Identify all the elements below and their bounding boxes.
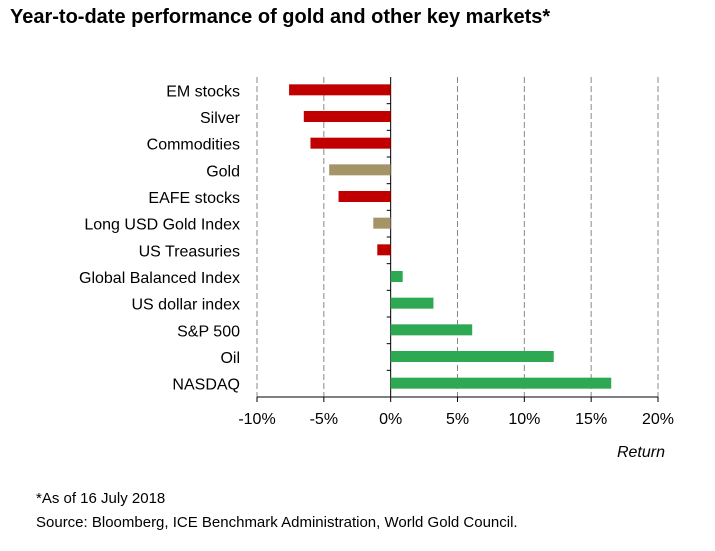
x-tick-label: -10% — [238, 411, 275, 428]
bar — [289, 84, 391, 96]
category-label: EM stocks — [166, 83, 240, 100]
bar — [310, 137, 391, 149]
category-label: Global Balanced Index — [79, 270, 240, 287]
category-label: EAFE stocks — [148, 190, 240, 207]
category-label: US Treasuries — [139, 243, 240, 260]
category-label: US dollar index — [132, 297, 241, 314]
bar — [390, 297, 434, 309]
bar — [390, 271, 403, 282]
bar — [390, 351, 554, 362]
x-axis-label: Return — [617, 444, 665, 461]
bar — [390, 377, 612, 389]
bar — [303, 111, 391, 122]
bar — [390, 324, 473, 336]
x-tick-label: 15% — [575, 411, 607, 428]
footnote: *As of 16 July 2018 — [36, 490, 166, 507]
category-label: Long USD Gold Index — [84, 217, 240, 234]
x-tick-label: 20% — [642, 411, 674, 428]
x-tick-label: 0% — [379, 411, 402, 428]
category-label: NASDAQ — [172, 377, 240, 394]
x-tick-label: 5% — [446, 411, 469, 428]
category-label: S&P 500 — [177, 323, 240, 340]
bar — [338, 191, 391, 202]
bar — [329, 164, 391, 176]
x-tick-label: -5% — [310, 411, 338, 428]
category-label: Oil — [220, 350, 240, 367]
category-label: Commodities — [147, 137, 240, 154]
bar — [373, 217, 391, 229]
category-label: Silver — [200, 110, 241, 127]
bar — [377, 244, 391, 256]
chart-title: Year-to-date performance of gold and oth… — [10, 6, 551, 28]
source-note: Source: Bloomberg, ICE Benchmark Adminis… — [36, 514, 518, 531]
category-label: Gold — [206, 163, 240, 180]
x-tick-label: 10% — [508, 411, 540, 428]
